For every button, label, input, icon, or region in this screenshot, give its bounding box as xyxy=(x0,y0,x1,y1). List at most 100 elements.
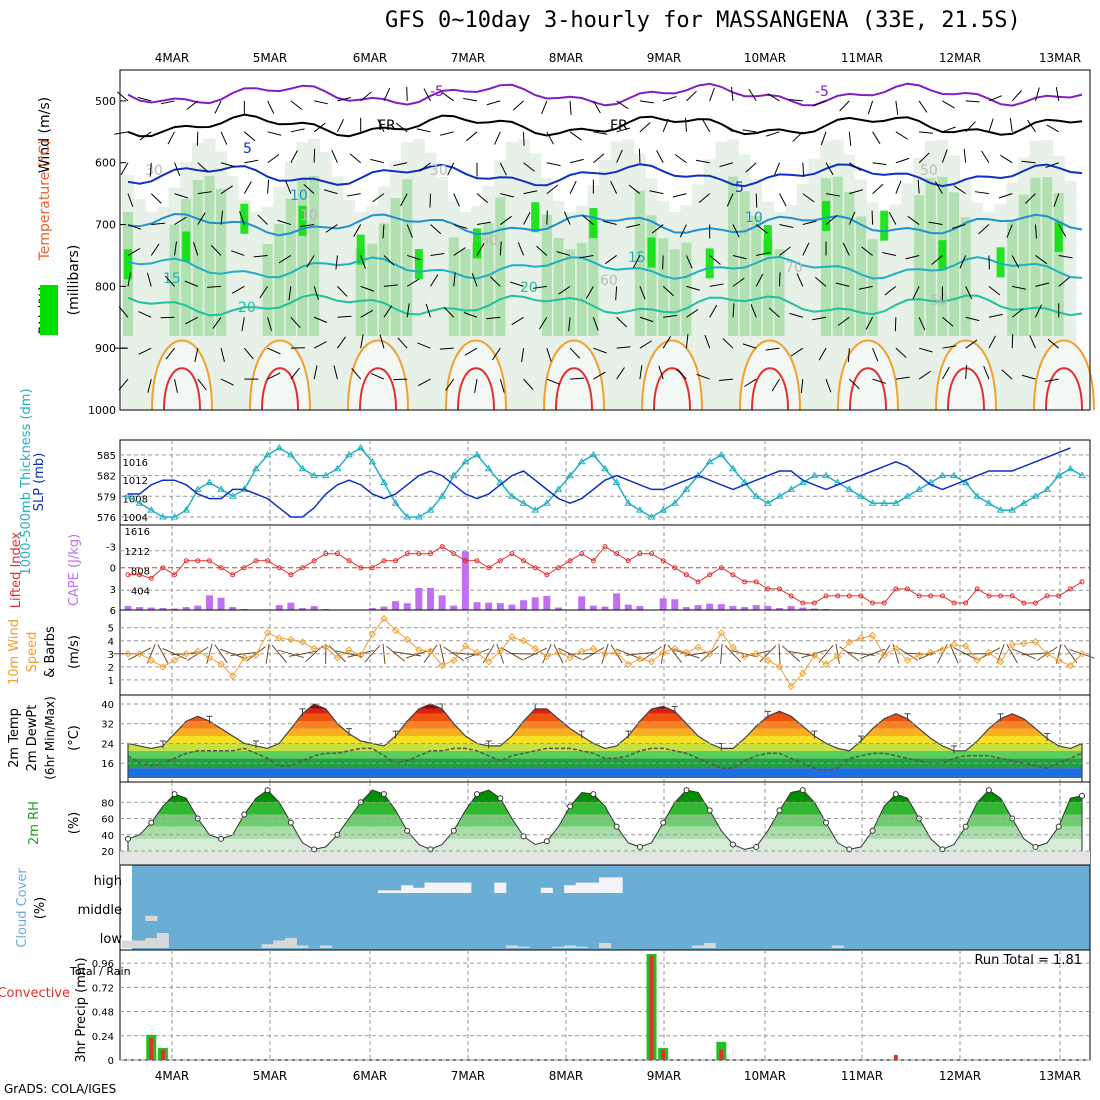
wind-barb xyxy=(492,347,501,361)
temp-contour-25 xyxy=(641,339,703,411)
wind-barb xyxy=(160,100,175,105)
wind-barb xyxy=(395,122,408,133)
wind-barb xyxy=(698,193,711,204)
wind-barb xyxy=(1001,369,1013,380)
precip-tick: 0.96 xyxy=(92,959,114,970)
wind-barb xyxy=(569,180,577,194)
wind10m-barb xyxy=(860,648,886,659)
wind10m-barb xyxy=(1055,643,1062,664)
precip-tick: 0 xyxy=(108,1056,114,1067)
contour-label: -5 xyxy=(430,84,444,100)
wind10m-point xyxy=(1066,661,1075,670)
wind-barb xyxy=(1025,193,1036,204)
wind-barb xyxy=(244,159,259,164)
wind-barb xyxy=(220,348,225,362)
wind-barb xyxy=(336,119,345,133)
run-total-label: Run Total = 1.81 xyxy=(974,953,1082,968)
wind10m-point xyxy=(915,651,923,659)
cloud-bar-low xyxy=(145,938,158,948)
wind-tick: 4 xyxy=(108,637,114,648)
wind-barb xyxy=(872,347,879,362)
wind-barb xyxy=(1044,378,1059,383)
wind-barb xyxy=(732,224,740,238)
wind10m-point xyxy=(298,638,307,646)
thickness-point xyxy=(414,513,423,520)
wind-barb xyxy=(464,347,478,356)
li-point xyxy=(893,586,899,592)
rh2m-point xyxy=(1079,792,1085,799)
wind-barb xyxy=(351,368,362,380)
wind-barb xyxy=(499,215,512,225)
rh-shade xyxy=(703,159,716,410)
rh-shade xyxy=(739,191,750,336)
wind-barb xyxy=(443,306,455,318)
wind-barb xyxy=(1058,276,1070,287)
rh2m-point xyxy=(125,835,131,842)
wind-barb xyxy=(802,162,805,177)
li-point xyxy=(963,600,969,606)
thickness-point xyxy=(519,499,528,506)
wind10m-point xyxy=(508,633,516,641)
pressure-tick: 500 xyxy=(95,95,116,108)
wind-barb xyxy=(290,316,301,329)
wind-barb xyxy=(253,254,268,258)
wind-barb xyxy=(978,224,990,235)
cloud-bar-high xyxy=(459,882,472,893)
li-point xyxy=(730,572,736,578)
wind-barb xyxy=(719,162,734,168)
thickness-point xyxy=(705,457,714,465)
wind10m-barb xyxy=(382,643,386,664)
wind-barb xyxy=(313,341,327,349)
wind10m-barb xyxy=(305,645,324,663)
wind-barb xyxy=(290,128,305,133)
wind-barb xyxy=(882,252,896,256)
rh2m-point xyxy=(753,843,760,850)
wind10m-barb xyxy=(949,644,959,664)
wind-barb xyxy=(120,162,129,176)
ylabel-cloud-unit: (%) xyxy=(33,897,48,920)
wind-barb xyxy=(686,90,697,102)
wind10m-barb xyxy=(328,645,346,663)
wind10m-point xyxy=(752,650,760,658)
thickness-point xyxy=(973,492,982,499)
wind-barb xyxy=(149,162,152,177)
wind-barb xyxy=(476,243,485,256)
wind-barb xyxy=(397,337,408,349)
wind-barb xyxy=(538,317,548,330)
rh-shade xyxy=(124,249,132,280)
wind-barb xyxy=(628,184,641,195)
rh-shade xyxy=(808,158,821,410)
wind-barb xyxy=(755,224,768,234)
rh-shade xyxy=(483,222,494,336)
wind-barb xyxy=(313,122,326,133)
thickness-tick: 585 xyxy=(97,451,116,462)
wind-barb xyxy=(207,285,222,288)
wind-barb xyxy=(756,252,771,256)
cloud-bar-low xyxy=(319,945,332,948)
rh2m-point xyxy=(590,791,597,798)
wind-barb xyxy=(137,97,152,102)
rh-shade xyxy=(181,199,192,336)
rh-shade xyxy=(216,188,227,336)
contour-label: 60 xyxy=(480,233,498,249)
wind10m-point xyxy=(880,651,888,659)
wind-barb xyxy=(895,376,910,380)
temp-band xyxy=(128,708,1082,714)
thickness-point xyxy=(368,457,377,465)
cloud-bar-low xyxy=(599,943,611,948)
wind-barb xyxy=(988,313,1003,318)
wind10m-barb xyxy=(386,645,406,662)
cloud-bar-high xyxy=(587,882,600,893)
wind10m-point xyxy=(217,660,225,668)
wind-barb xyxy=(1021,160,1036,164)
wind-barb xyxy=(541,100,548,115)
wind-barb xyxy=(1058,224,1067,237)
thickness-point xyxy=(763,499,772,506)
wind-barb xyxy=(244,131,256,142)
wind10m-point xyxy=(799,669,807,678)
wind-barb xyxy=(313,316,328,323)
thickness-point xyxy=(263,450,272,458)
temp-band xyxy=(128,728,1082,737)
thickness-point xyxy=(950,471,958,479)
li-point xyxy=(404,551,410,557)
